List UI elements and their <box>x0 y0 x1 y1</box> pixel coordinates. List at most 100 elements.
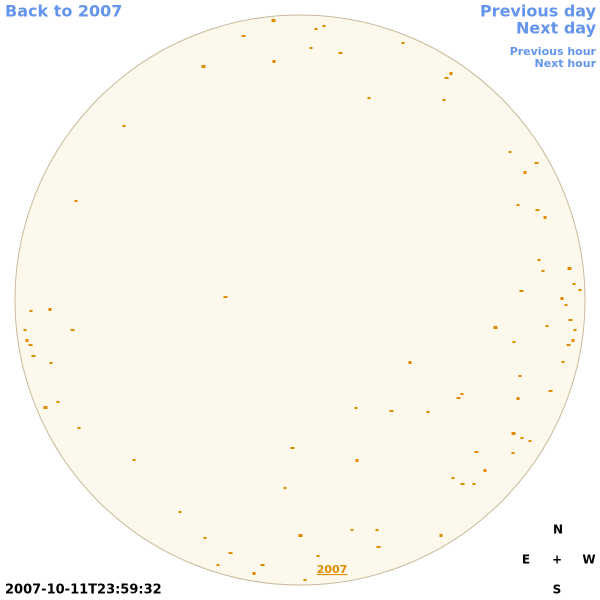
sunspot <box>573 329 577 331</box>
sunspot <box>56 401 60 403</box>
sunspot <box>350 529 354 531</box>
sunspot <box>561 361 565 363</box>
sunspot <box>442 99 446 101</box>
sunspot <box>290 447 295 449</box>
sunspot <box>28 344 33 346</box>
sunspot <box>456 397 461 399</box>
sunspot <box>568 319 573 321</box>
sunspot <box>29 310 33 312</box>
sunspot <box>322 25 326 27</box>
sunspot <box>571 339 575 342</box>
sunspot <box>201 65 206 68</box>
sunspot <box>518 375 522 377</box>
sunspot <box>472 483 476 485</box>
sunspot <box>493 326 498 329</box>
year-link[interactable]: 2007 <box>317 563 348 576</box>
sunspot <box>572 283 576 285</box>
sunspot <box>122 125 126 127</box>
solar-disk <box>14 14 586 586</box>
sunspot <box>389 410 394 412</box>
sunspot <box>178 511 182 513</box>
sunspot <box>567 267 572 270</box>
sunspot <box>408 361 412 364</box>
sunspot <box>537 259 541 261</box>
sunspot <box>303 579 307 581</box>
sunspot <box>355 459 359 462</box>
sunspot <box>520 437 524 439</box>
next-day-link[interactable]: Next day <box>516 19 597 38</box>
sunspot <box>314 28 318 30</box>
sunspot <box>241 35 246 37</box>
sunspot <box>354 407 358 409</box>
sunspot <box>548 390 553 392</box>
sunspot <box>23 329 27 331</box>
sunspot <box>70 329 75 331</box>
sunspot <box>283 487 287 489</box>
sunspot <box>298 534 303 537</box>
sunspot <box>449 72 453 75</box>
sunspot <box>541 270 545 272</box>
compass-center: + <box>552 553 562 567</box>
sunspot <box>271 19 276 22</box>
sunspot <box>316 555 320 557</box>
previous-day-link[interactable]: Previous day <box>480 2 597 21</box>
sunspot <box>252 572 256 575</box>
sunspot <box>25 339 29 342</box>
sunspot <box>516 397 520 400</box>
sunspot <box>43 406 48 409</box>
sunspot <box>132 459 136 461</box>
sunspot <box>511 452 515 454</box>
sunspot <box>31 355 36 357</box>
sunspot <box>512 341 516 343</box>
sunspot <box>516 204 520 206</box>
sunspot <box>74 200 78 202</box>
sunspot <box>578 289 582 291</box>
sunspot <box>401 42 405 44</box>
sunspot <box>375 529 379 531</box>
sunspot <box>560 297 564 300</box>
sunspot <box>545 325 549 327</box>
previous-hour-link[interactable]: Previous hour <box>510 45 597 58</box>
sunspot <box>534 162 539 164</box>
sunspot <box>48 308 52 311</box>
back-link[interactable]: Back to 2007 <box>5 2 122 21</box>
sunspot <box>228 552 233 554</box>
sunspot <box>528 440 532 442</box>
sunspot <box>77 427 81 429</box>
sunspot <box>483 469 487 472</box>
sunspot <box>439 534 443 537</box>
sunspot <box>49 362 53 364</box>
sunspot <box>426 411 430 413</box>
sunspot <box>474 451 479 453</box>
sunspot <box>203 537 207 539</box>
sunspot <box>523 171 527 174</box>
sunspot <box>535 209 540 211</box>
sunspot <box>223 296 228 298</box>
next-hour-link[interactable]: Next hour <box>535 57 597 70</box>
sunspot <box>511 432 516 435</box>
compass-west: W <box>582 553 595 567</box>
sunspot <box>376 546 381 548</box>
sunspot <box>260 564 265 566</box>
sunspot <box>216 564 220 566</box>
compass-north: N <box>553 523 563 537</box>
sunspot <box>338 52 343 54</box>
sunspots <box>23 19 582 581</box>
sunspot <box>444 77 449 79</box>
compass-east: E <box>522 553 530 567</box>
sunspot <box>543 216 547 219</box>
sunspot <box>460 483 465 485</box>
sunspot <box>451 477 455 479</box>
sunspot <box>519 290 524 292</box>
sunspot <box>460 393 464 395</box>
compass-south: S <box>553 583 562 597</box>
sunspot <box>272 60 276 63</box>
sunspot <box>508 151 512 153</box>
sunspot <box>309 47 313 49</box>
sunspot <box>367 97 371 99</box>
sunspot <box>566 344 571 346</box>
timestamp: 2007-10-11T23:59:32 <box>5 583 162 598</box>
sunspot <box>564 304 568 306</box>
